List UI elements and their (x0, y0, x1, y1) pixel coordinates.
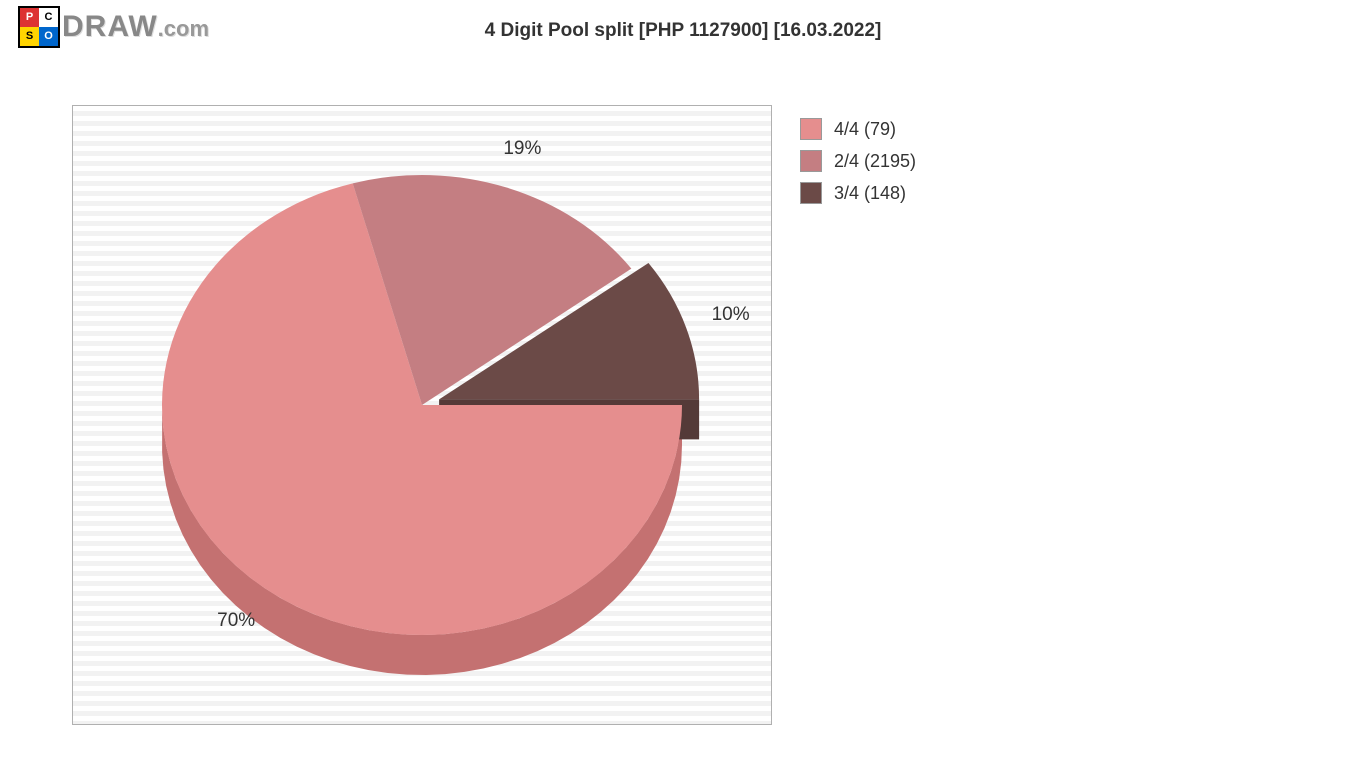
pie-slice-label: 19% (503, 138, 541, 160)
legend-label: 2/4 (2195) (834, 151, 916, 172)
legend-item: 4/4 (79) (800, 118, 916, 140)
legend-item: 2/4 (2195) (800, 150, 916, 172)
pie-chart: 70% 19% 10% (72, 105, 772, 725)
pie-slice-label: 70% (217, 610, 255, 632)
legend-label: 3/4 (148) (834, 183, 906, 204)
legend-item: 3/4 (148) (800, 182, 916, 204)
chart-legend: 4/4 (79) 2/4 (2195) 3/4 (148) (800, 118, 916, 214)
legend-swatch-icon (800, 182, 822, 204)
legend-swatch-icon (800, 118, 822, 140)
legend-swatch-icon (800, 150, 822, 172)
chart-plot-area: 70% 19% 10% (72, 105, 772, 725)
chart-title: 4 Digit Pool split [PHP 1127900] [16.03.… (0, 20, 1366, 42)
page-root: P C S O DRAW.com 4 Digit Pool split [PHP… (0, 0, 1366, 768)
legend-label: 4/4 (79) (834, 119, 896, 140)
pie-slice-label: 10% (712, 304, 750, 326)
